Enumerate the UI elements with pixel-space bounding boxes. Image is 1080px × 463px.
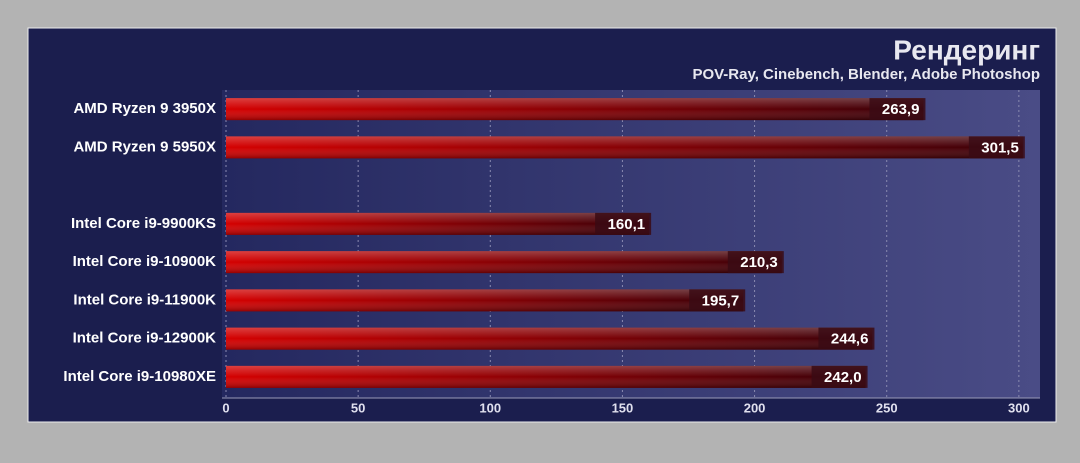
value-label: 242,0: [824, 369, 862, 386]
plot-area: [222, 90, 1040, 398]
bar-shade: [226, 98, 924, 121]
value-label-box: [811, 365, 868, 388]
value-label-box: [689, 289, 746, 312]
y-tick-label: AMD Ryzen 9 5950X: [73, 138, 216, 155]
x-tick-label: 150: [612, 400, 634, 415]
y-tick-label: Intel Core i9-9900KS: [71, 215, 216, 232]
value-label-box: [869, 98, 926, 121]
value-label: 244,6: [831, 331, 869, 348]
value-label: 263,9: [882, 101, 920, 118]
bar-shade: [226, 289, 744, 312]
x-tick-label: 250: [876, 400, 898, 415]
bar-shade: [226, 251, 782, 274]
value-label: 210,3: [740, 254, 778, 271]
value-label: 195,7: [702, 292, 740, 309]
chart-subtitle: POV-Ray, Cinebench, Blender, Adobe Photo…: [692, 66, 1040, 83]
chart-title: Рендеринг: [893, 34, 1040, 65]
y-tick-label: Intel Core i9-10900K: [73, 253, 217, 270]
value-label-box: [818, 327, 875, 350]
value-label-box: [727, 251, 784, 274]
x-tick-label: 50: [351, 400, 365, 415]
value-label-box: [968, 136, 1025, 159]
x-tick-label: 0: [222, 400, 229, 415]
x-tick-label: 200: [744, 400, 766, 415]
y-tick-label: Intel Core i9-11900K: [73, 291, 216, 308]
value-label: 160,1: [608, 216, 646, 233]
value-label: 301,5: [981, 139, 1019, 156]
y-tick-label: Intel Core i9-12900K: [73, 330, 217, 347]
x-tick-label: 100: [479, 400, 501, 415]
x-tick-label: 300: [1008, 400, 1030, 415]
bar-shade: [226, 136, 1023, 159]
y-tick-label: Intel Core i9-10980XE: [63, 368, 216, 385]
bar-shade: [226, 365, 866, 388]
value-label-box: [595, 212, 652, 235]
bar-shade: [226, 212, 650, 235]
bar-shade: [226, 327, 873, 350]
y-tick-label: AMD Ryzen 9 3950X: [73, 100, 216, 117]
